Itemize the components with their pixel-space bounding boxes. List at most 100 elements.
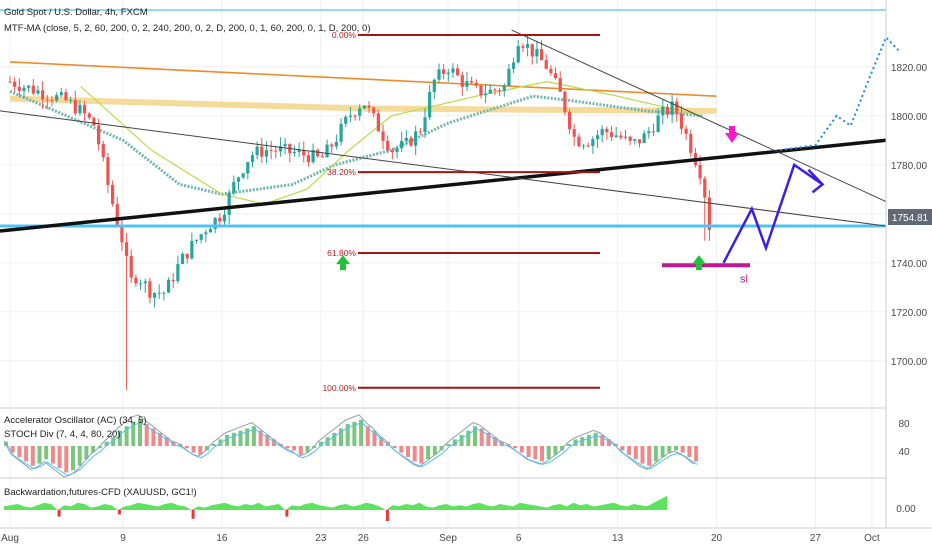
candle-body bbox=[465, 81, 469, 87]
time-tick-label: 13 bbox=[612, 533, 624, 544]
candle-body bbox=[395, 148, 399, 153]
candle-body bbox=[78, 104, 82, 114]
candle-body bbox=[525, 44, 530, 48]
ac-bar bbox=[298, 446, 303, 455]
ac-bar bbox=[392, 446, 397, 449]
candle-body bbox=[428, 91, 432, 118]
candle-body bbox=[278, 146, 283, 152]
candle-body bbox=[269, 150, 273, 152]
ac-bar bbox=[533, 446, 538, 460]
ac-bar bbox=[84, 446, 89, 460]
bw-tick-zero: 0.00 bbox=[896, 504, 916, 515]
ac-bar bbox=[10, 446, 15, 453]
ac-bar bbox=[613, 443, 618, 446]
ac-bar bbox=[607, 439, 611, 446]
candle-body bbox=[185, 253, 189, 259]
ac-bar bbox=[660, 446, 665, 457]
ac-bar bbox=[225, 435, 230, 446]
ac-bar bbox=[633, 446, 638, 460]
bw-negative-bar bbox=[385, 510, 389, 521]
ac-bar bbox=[71, 446, 75, 471]
candle-body bbox=[292, 152, 297, 154]
candle-body bbox=[96, 125, 101, 145]
ac-bar bbox=[653, 446, 658, 462]
candle-body bbox=[87, 113, 91, 118]
ac-bar bbox=[566, 443, 571, 446]
last-price-box bbox=[888, 209, 932, 225]
price-tick-label: 1800.00 bbox=[891, 112, 928, 123]
candle-body bbox=[502, 85, 506, 91]
candle-body bbox=[31, 85, 35, 94]
ac-bar bbox=[318, 441, 323, 446]
candle-body bbox=[73, 99, 77, 114]
bw-panel-label[interactable]: Backwardation,futures-CFD (XAUUSD, GC1!) bbox=[4, 487, 197, 498]
ac-bar bbox=[151, 428, 156, 446]
ac-bar bbox=[546, 446, 551, 460]
candle-body bbox=[176, 263, 180, 282]
ac-bar bbox=[426, 446, 431, 460]
ac-bar bbox=[687, 446, 692, 457]
candle-body bbox=[577, 136, 581, 147]
price-candles bbox=[8, 34, 712, 391]
candle-body bbox=[115, 204, 119, 225]
candle-body bbox=[386, 140, 390, 151]
price-tick-label: 1780.00 bbox=[891, 161, 928, 172]
ac-bar bbox=[191, 446, 196, 453]
ac-bar bbox=[211, 443, 216, 446]
candle-body bbox=[264, 150, 269, 157]
candle-body bbox=[180, 253, 185, 264]
ac-tick-40: 40 bbox=[898, 447, 910, 458]
projection-arrowhead bbox=[811, 175, 825, 194]
candle-body bbox=[129, 255, 133, 278]
candle-body bbox=[227, 192, 231, 215]
ac-bar bbox=[117, 430, 122, 446]
ac-bar bbox=[144, 424, 149, 446]
candle-body bbox=[595, 135, 600, 140]
candle-body bbox=[567, 111, 572, 130]
time-axis[interactable]: Aug 9 16 23 26 Sep 6 13 20 27 Oct bbox=[1, 533, 880, 544]
candle-body bbox=[367, 105, 371, 108]
candle-body bbox=[376, 113, 380, 132]
candle-body bbox=[246, 162, 250, 174]
symbol-title[interactable]: Gold Spot / U.S. Dollar, 4h, FXCM bbox=[4, 7, 148, 18]
descending-trendline bbox=[0, 110, 887, 227]
buy-arrow-icon bbox=[692, 255, 706, 271]
indicator-legend[interactable]: MTF-MA (close, 5, 2, 60, 200, 0, 2, 240,… bbox=[4, 23, 370, 34]
ac-bar bbox=[231, 432, 236, 446]
candle-body bbox=[409, 137, 413, 146]
candle-body bbox=[511, 62, 516, 69]
candle-body bbox=[17, 86, 21, 91]
candle-body bbox=[27, 85, 31, 88]
candle-body bbox=[208, 229, 213, 233]
ac-panel-label[interactable]: Accelerator Oscillator (AC) (34, 5) bbox=[4, 415, 147, 426]
candle-body bbox=[535, 49, 539, 57]
candle-body bbox=[166, 279, 171, 293]
candle-body bbox=[213, 217, 217, 230]
stoch-panel-label[interactable]: STOCH Div (7, 4, 4, 80, 20) bbox=[4, 429, 121, 440]
candle-body bbox=[250, 155, 255, 163]
candle-body bbox=[656, 115, 660, 132]
ac-bar bbox=[493, 437, 498, 446]
backwardation-bars bbox=[4, 495, 668, 521]
ac-bar bbox=[198, 446, 203, 455]
candle-body bbox=[50, 100, 54, 102]
candle-body bbox=[218, 217, 222, 222]
candle-body bbox=[59, 92, 63, 96]
candle-body bbox=[152, 293, 157, 298]
candle-body bbox=[498, 90, 502, 92]
ac-bar bbox=[57, 446, 62, 468]
candle-body bbox=[647, 131, 651, 134]
candle-body bbox=[456, 68, 460, 76]
time-tick-label: Oct bbox=[864, 533, 880, 544]
candle-body bbox=[190, 240, 194, 259]
ac-bar bbox=[17, 446, 22, 457]
ac-bar bbox=[620, 446, 625, 451]
ac-bar bbox=[586, 435, 591, 446]
candle-body bbox=[661, 106, 665, 116]
stoch-signal-line bbox=[6, 422, 698, 476]
ac-bar bbox=[265, 435, 270, 446]
candle-body bbox=[13, 81, 17, 87]
time-tick-label: Sep bbox=[439, 533, 457, 544]
ac-bar bbox=[339, 428, 343, 446]
